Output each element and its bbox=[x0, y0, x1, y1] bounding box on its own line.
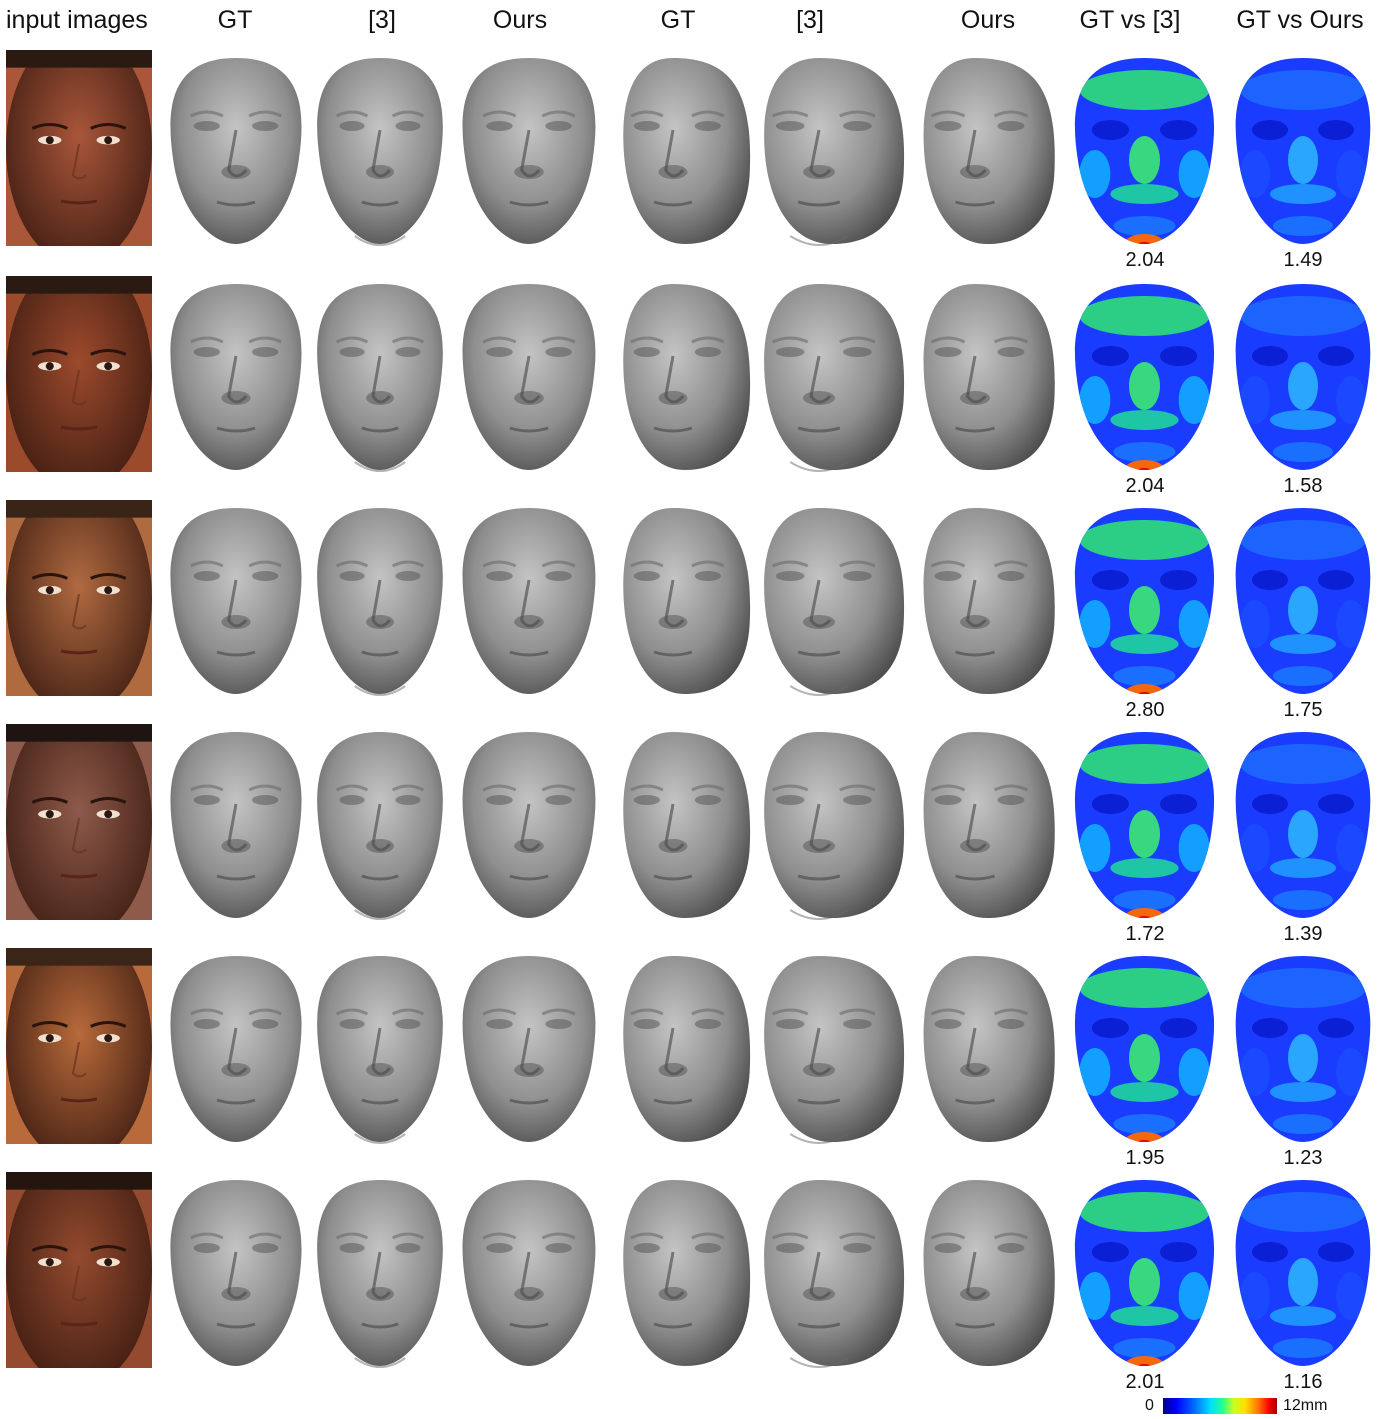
score-gt-vs-ours: 1.16 bbox=[1283, 1371, 1323, 1393]
gt-frontal-mesh bbox=[163, 724, 309, 924]
ref3-side-mesh bbox=[755, 948, 915, 1148]
gt-side-mesh bbox=[615, 948, 760, 1148]
ref3-side-mesh bbox=[755, 50, 915, 250]
heatmap-gt-vs-ref3 bbox=[1067, 948, 1222, 1148]
heatmap-gt-vs-ours bbox=[1228, 1172, 1378, 1372]
score-gt-vs-ours: 1.39 bbox=[1283, 923, 1323, 945]
score-gt-vs-ref3: 1.95 bbox=[1125, 1147, 1165, 1169]
ours-side-mesh bbox=[915, 50, 1065, 250]
score-gt-vs-ref3: 2.04 bbox=[1125, 475, 1165, 497]
score-gt-vs-ours: 1.75 bbox=[1283, 699, 1323, 721]
ref3-side-mesh bbox=[755, 1172, 915, 1372]
header-gt-vs-ours: GT vs Ours bbox=[1236, 6, 1364, 34]
ref3-frontal-mesh bbox=[310, 1172, 450, 1372]
score-gt-vs-ours: 1.23 bbox=[1283, 1147, 1323, 1169]
ref3-frontal-mesh bbox=[310, 276, 450, 476]
ref3-side-mesh bbox=[755, 724, 915, 924]
header-ref3-side: [3] bbox=[796, 6, 824, 34]
ref3-side-mesh bbox=[755, 500, 915, 700]
input-photo bbox=[6, 724, 152, 920]
colorbar-max-label: 12mm bbox=[1283, 1397, 1328, 1414]
heatmap-gt-vs-ours bbox=[1228, 500, 1378, 700]
gt-frontal-mesh bbox=[163, 500, 309, 700]
gt-frontal-mesh bbox=[163, 276, 309, 476]
gt-frontal-mesh bbox=[163, 948, 309, 1148]
ours-frontal-mesh bbox=[455, 724, 603, 924]
heatmap-gt-vs-ours bbox=[1228, 948, 1378, 1148]
ref3-frontal-mesh bbox=[310, 948, 450, 1148]
ours-side-mesh bbox=[915, 276, 1065, 476]
heatmap-gt-vs-ref3 bbox=[1067, 50, 1222, 250]
header-gt-frontal: GT bbox=[217, 6, 253, 34]
ours-side-mesh bbox=[915, 948, 1065, 1148]
ref3-frontal-mesh bbox=[310, 500, 450, 700]
ours-frontal-mesh bbox=[455, 276, 603, 476]
ref3-side-mesh bbox=[755, 276, 915, 476]
heatmap-gt-vs-ref3 bbox=[1067, 724, 1222, 924]
input-photo bbox=[6, 276, 152, 472]
ours-side-mesh bbox=[915, 1172, 1065, 1372]
heatmap-gt-vs-ref3 bbox=[1067, 500, 1222, 700]
score-gt-vs-ref3: 1.72 bbox=[1125, 923, 1165, 945]
error-colorbar bbox=[1163, 1398, 1277, 1414]
gt-frontal-mesh bbox=[163, 1172, 309, 1372]
gt-side-mesh bbox=[615, 724, 760, 924]
input-photo bbox=[6, 1172, 152, 1368]
gt-side-mesh bbox=[615, 50, 760, 250]
input-photo bbox=[6, 50, 152, 246]
ours-frontal-mesh bbox=[455, 948, 603, 1148]
header-ref3-frontal: [3] bbox=[368, 6, 396, 34]
ref3-frontal-mesh bbox=[310, 724, 450, 924]
header-gt-vs-ref3: GT vs [3] bbox=[1079, 6, 1181, 34]
score-gt-vs-ref3: 2.01 bbox=[1125, 1371, 1165, 1393]
ref3-frontal-mesh bbox=[310, 50, 450, 250]
ours-side-mesh bbox=[915, 724, 1065, 924]
header-input-images: input images bbox=[6, 6, 148, 34]
score-gt-vs-ours: 1.58 bbox=[1283, 475, 1323, 497]
score-gt-vs-ref3: 2.04 bbox=[1125, 249, 1165, 271]
colorbar-min-label: 0 bbox=[1145, 1397, 1154, 1414]
ours-side-mesh bbox=[915, 500, 1065, 700]
gt-side-mesh bbox=[615, 1172, 760, 1372]
ours-frontal-mesh bbox=[455, 50, 603, 250]
heatmap-gt-vs-ours bbox=[1228, 276, 1378, 476]
input-photo bbox=[6, 948, 152, 1144]
gt-side-mesh bbox=[615, 276, 760, 476]
heatmap-gt-vs-ours bbox=[1228, 724, 1378, 924]
heatmap-gt-vs-ref3 bbox=[1067, 1172, 1222, 1372]
input-photo bbox=[6, 500, 152, 696]
gt-frontal-mesh bbox=[163, 50, 309, 250]
score-gt-vs-ours: 1.49 bbox=[1283, 249, 1323, 271]
header-ours-side: Ours bbox=[960, 6, 1016, 34]
gt-side-mesh bbox=[615, 500, 760, 700]
header-ours-frontal: Ours bbox=[492, 6, 548, 34]
heatmap-gt-vs-ours bbox=[1228, 50, 1378, 250]
heatmap-gt-vs-ref3 bbox=[1067, 276, 1222, 476]
header-gt-side: GT bbox=[660, 6, 696, 34]
ours-frontal-mesh bbox=[455, 1172, 603, 1372]
ours-frontal-mesh bbox=[455, 500, 603, 700]
score-gt-vs-ref3: 2.80 bbox=[1125, 699, 1165, 721]
